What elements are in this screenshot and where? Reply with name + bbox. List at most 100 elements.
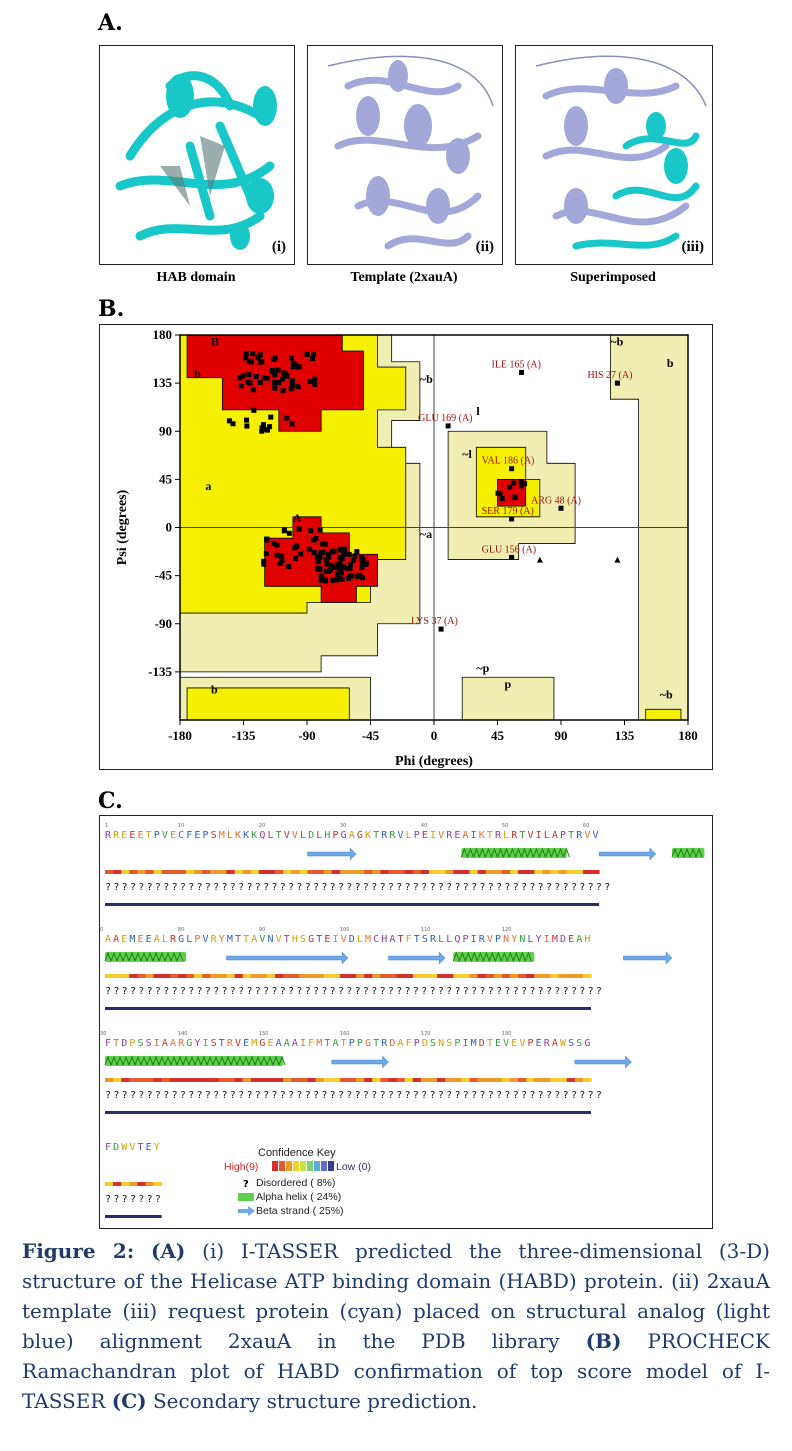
residue-letter: A <box>161 1038 170 1049</box>
confidence-cell <box>121 1078 130 1082</box>
helix-coil <box>116 951 124 962</box>
helix-coil <box>520 847 528 858</box>
residue-letter: V <box>519 1038 528 1049</box>
residue-letter: V <box>438 830 447 841</box>
confidence-cell <box>582 870 592 874</box>
confidence-cell <box>493 1078 503 1082</box>
confidence-cell <box>404 1078 414 1082</box>
helix-coil <box>544 847 552 858</box>
residue-letter: E <box>511 1038 520 1049</box>
residue-letter: E <box>145 934 154 945</box>
residue-number: 120 <box>502 927 512 933</box>
residue-letter: R <box>495 830 504 841</box>
residue-point <box>289 378 295 384</box>
caption-a-label: (A) <box>150 1239 186 1263</box>
residue-letter: P <box>202 830 211 841</box>
confidence-cell <box>412 870 422 874</box>
residue-letter: S <box>430 1038 439 1049</box>
outlier-label: VAL 186 (A) <box>482 456 535 467</box>
allowed-region <box>645 708 682 721</box>
residue-letter: V <box>527 830 536 841</box>
helix-coil <box>224 1055 232 1066</box>
sequence-row: FTDPSSIAARGYISTRVEMGEAAAIFMTATPPGTRDAFPD… <box>105 1038 593 1049</box>
confidence-cell <box>137 1078 146 1082</box>
helix-coil <box>458 951 466 962</box>
residue-point <box>274 542 280 548</box>
residue-number: 110 <box>421 927 431 933</box>
residue-letter: K <box>235 830 244 841</box>
helix-coil <box>248 1055 256 1066</box>
residue-letter: G <box>356 830 365 841</box>
residue-letter: S <box>210 1038 219 1049</box>
confidence-cell <box>121 974 130 978</box>
beta-strand-arrow <box>331 1055 389 1069</box>
helix-coil <box>460 847 468 858</box>
confidence-cell <box>137 870 146 874</box>
residue-point <box>250 387 256 393</box>
beta-strand-arrow <box>574 1055 632 1069</box>
residue-letter: L <box>405 830 414 841</box>
x-tick-label: -90 <box>298 728 315 743</box>
confidence-key-swatch <box>272 1161 278 1171</box>
helix-coil <box>146 951 154 962</box>
residue-letter: V <box>340 934 349 945</box>
confidence-cell <box>542 1078 551 1082</box>
confidence-cell <box>469 1078 479 1082</box>
confidence-low-label: Low (0) <box>336 1161 372 1173</box>
residue-point <box>292 555 298 561</box>
confidence-cell <box>186 974 195 978</box>
residue-point <box>246 358 252 364</box>
y-tick-label: 135 <box>153 375 173 390</box>
outlier-label: SER 179 (A) <box>482 506 534 517</box>
residue-letter: C <box>178 830 187 841</box>
residue-letter: T <box>218 1038 227 1049</box>
confidence-cell <box>153 1078 163 1082</box>
residue-letter: A <box>291 1038 300 1049</box>
confidence-cell <box>445 974 454 978</box>
confidence-cell <box>461 1078 470 1082</box>
confidence-key-swatch <box>314 1161 320 1171</box>
confidence-cell <box>420 1078 430 1082</box>
residue-letter: F <box>186 830 195 841</box>
confidence-cell <box>291 974 300 978</box>
residue-letter: P <box>560 830 569 841</box>
y-tick-label: -90 <box>155 616 172 631</box>
confidence-cell <box>591 870 600 874</box>
residue-point <box>253 374 259 380</box>
residue-letter: D <box>421 1038 430 1049</box>
residue-letter: L <box>446 934 455 945</box>
confidence-cell <box>161 1078 171 1082</box>
confidence-cell <box>323 870 333 874</box>
residue-letter: R <box>446 830 455 841</box>
helix-coil <box>212 1055 220 1066</box>
residue-point <box>511 480 517 486</box>
residue-letter: Y <box>511 934 520 945</box>
region-label: b <box>667 356 674 370</box>
residue-number: 60 <box>583 823 589 829</box>
residue-letter: T <box>486 1038 495 1049</box>
residue-point <box>289 421 295 427</box>
residue-letter: L <box>438 934 447 945</box>
y-tick-label: -135 <box>148 664 172 679</box>
confidence-baseline <box>105 903 600 906</box>
residue-point <box>507 484 513 490</box>
helix-coil <box>164 1055 172 1066</box>
region-label: ~a <box>420 527 432 541</box>
residue-letter: T <box>413 934 422 945</box>
helix-coil <box>194 1055 202 1066</box>
helix-coil <box>134 1055 142 1066</box>
residue-point <box>261 558 267 564</box>
glycine-point <box>614 556 621 563</box>
residue-point <box>320 541 326 547</box>
residue-point <box>336 566 342 572</box>
residue-letter: F <box>308 1038 317 1049</box>
residue-point <box>265 427 271 433</box>
confidence-cell <box>518 1078 527 1082</box>
confidence-cell <box>453 1078 462 1082</box>
region-label: p <box>505 677 512 691</box>
confidence-cell <box>258 870 268 874</box>
residue-letter: W <box>121 1142 130 1153</box>
helix-coil <box>110 1055 118 1066</box>
residue-point <box>226 418 232 424</box>
helix-coil <box>170 1055 178 1066</box>
